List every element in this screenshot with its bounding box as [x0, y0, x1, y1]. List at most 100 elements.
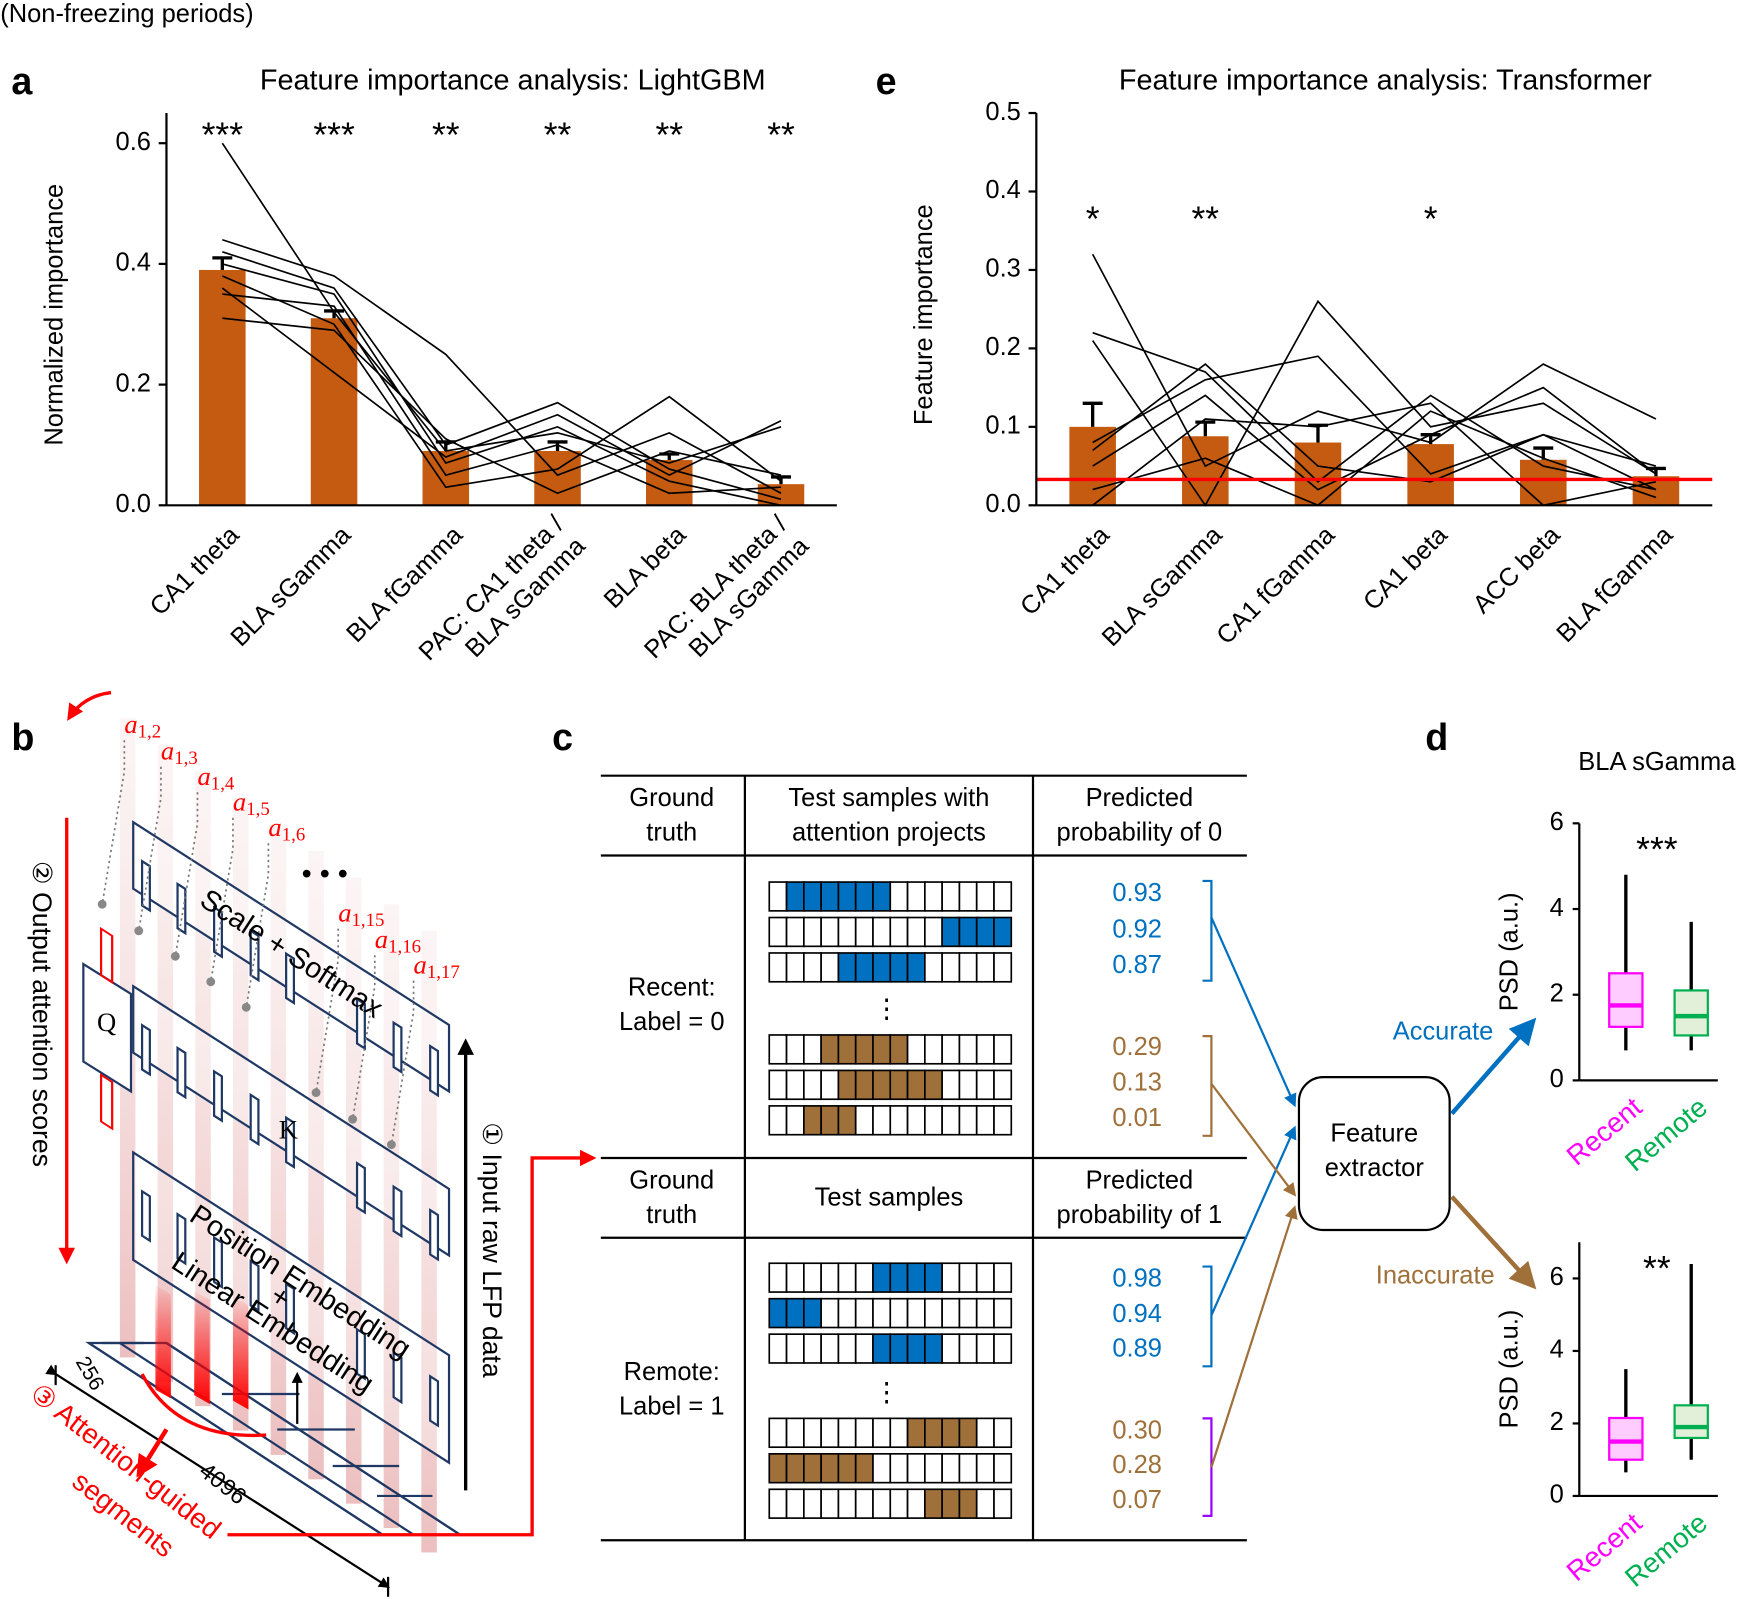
sample-cell	[768, 1262, 788, 1293]
attention-index: 1,3	[174, 748, 198, 769]
inaccurate-arrow	[1450, 1195, 1537, 1290]
sample-cell	[924, 1488, 943, 1519]
sample-cell	[906, 1333, 926, 1364]
bracket	[1202, 1265, 1213, 1368]
sample-cell	[837, 1333, 857, 1364]
chart-title: Feature importance analysis: Transformer	[1119, 65, 1652, 97]
sample-cell	[906, 881, 926, 912]
segment-arrow	[136, 1428, 169, 1478]
signal-strip	[157, 744, 174, 1382]
sample-cell	[889, 1034, 909, 1065]
attention-symbol: a	[414, 949, 427, 979]
sample-cell	[768, 1105, 788, 1136]
sample-cell	[820, 916, 840, 948]
bar	[199, 269, 246, 506]
sample-cell	[837, 1262, 857, 1293]
vector-slot	[355, 997, 366, 1051]
sample-cell	[768, 1034, 788, 1065]
feature-extractor	[1297, 1075, 1451, 1232]
probability: 0.92	[1112, 916, 1162, 944]
bar	[422, 450, 470, 506]
sample-cell	[889, 952, 909, 983]
significance: ***	[202, 115, 244, 155]
sample-cell	[854, 1417, 874, 1449]
sample-cell	[854, 952, 874, 983]
row-label: Label = 1	[619, 1393, 725, 1421]
q-label: Q	[97, 1007, 116, 1037]
sample-cell	[924, 1262, 943, 1293]
sample-cell	[889, 1297, 909, 1329]
vector-slot	[355, 1161, 366, 1215]
sample-cell	[820, 1105, 840, 1136]
vector-slot	[176, 1212, 187, 1266]
sample-cell	[993, 881, 1013, 912]
sample-cell	[872, 1488, 892, 1519]
vector-slot	[429, 1374, 440, 1428]
sample-cell	[785, 1034, 805, 1065]
table	[600, 774, 1247, 1542]
attention-node	[311, 1088, 321, 1098]
x-tick-label: CA1 theta	[1015, 521, 1115, 621]
vector-slot	[213, 905, 223, 959]
sample-cell	[906, 1105, 926, 1136]
sample-cell	[820, 1488, 840, 1519]
sample-cell	[854, 1262, 874, 1293]
attention-label: a1,3	[161, 736, 198, 770]
sample-cell	[941, 916, 961, 948]
probability: 0.89	[1112, 1334, 1162, 1362]
y-tick-label: 0	[1550, 1481, 1564, 1509]
accurate-arrow	[1450, 1017, 1537, 1116]
sample-cell	[768, 1333, 788, 1364]
sample-cell	[872, 1262, 892, 1293]
bar	[1520, 459, 1567, 506]
y-axis-label: PSD (a.u.)	[1495, 1310, 1523, 1429]
y-tick-label: 0.4	[985, 176, 1020, 204]
sample-cell	[820, 1417, 840, 1449]
sample-cell	[785, 1105, 805, 1136]
sample-cell	[872, 881, 892, 912]
ellipsis-vertical: ⋮	[873, 994, 900, 1024]
y-tick-label: 2	[1550, 1408, 1564, 1436]
sample-cell	[958, 916, 978, 948]
probability: 0.13	[1112, 1068, 1162, 1096]
sample-cell	[975, 952, 995, 983]
sample-cell	[803, 1333, 822, 1364]
vector-slot	[392, 1350, 403, 1405]
segment-brace	[140, 1373, 267, 1438]
row-label: Remote:	[624, 1358, 720, 1386]
attention-label: a1,5	[233, 787, 270, 821]
sample-cell	[889, 1453, 909, 1484]
subject-line	[1092, 331, 1657, 491]
sample-cell	[768, 881, 788, 912]
sample-cell	[837, 1034, 857, 1065]
sample-cell	[958, 1297, 978, 1329]
y-tick-label: 0.3	[985, 255, 1020, 283]
sample-cell	[854, 1488, 874, 1519]
sample-cell	[768, 1453, 788, 1484]
sample-cell	[785, 1453, 805, 1484]
subject-line	[222, 238, 782, 494]
sample-cell	[803, 1488, 822, 1519]
sample-cell	[837, 1453, 857, 1484]
significance: **	[767, 115, 795, 155]
significance: ***	[1636, 829, 1678, 869]
sample-cell	[924, 1453, 943, 1484]
sample-cell	[906, 1069, 926, 1101]
column-header: Predicted	[1086, 1167, 1194, 1195]
sample-cell	[924, 1297, 943, 1329]
attention-node	[206, 977, 216, 987]
column-header: Ground	[629, 784, 714, 812]
sample-cell	[975, 1417, 995, 1449]
attention-label: a1,17	[414, 949, 460, 983]
y-axis-label: Feature importance	[910, 204, 938, 425]
inaccurate-label: Inaccurate	[1376, 1261, 1495, 1289]
sample-cell	[837, 881, 857, 912]
attention-label: a1,15	[338, 897, 384, 931]
sample-cell	[958, 1105, 978, 1136]
vector-slot	[285, 951, 296, 1005]
chart-title: BLA sGamma	[1578, 748, 1736, 776]
sample-cell	[941, 952, 961, 983]
attention-index: 1,2	[138, 722, 162, 743]
sample-cell	[889, 1262, 909, 1293]
sample-cell	[803, 916, 822, 948]
